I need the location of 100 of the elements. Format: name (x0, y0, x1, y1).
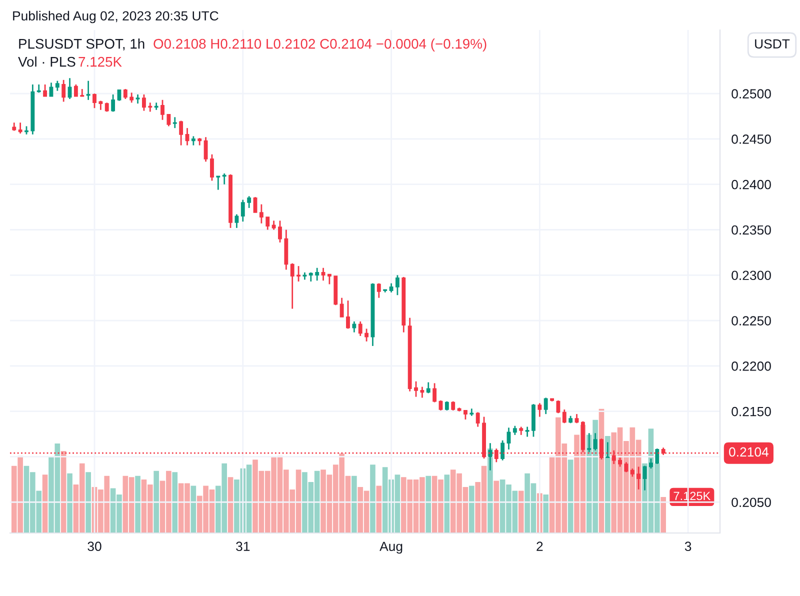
y-tick-label: 0.2050 (732, 498, 771, 508)
candlestick (240, 199, 245, 222)
candlestick (648, 458, 653, 470)
x-tick-label: 2 (536, 542, 543, 551)
y-tick-label: 0.2250 (732, 316, 771, 326)
candlestick (315, 267, 320, 282)
y-tick-label: 0.2450 (732, 134, 771, 144)
candlestick (179, 120, 184, 146)
y-tick-label: 0.2500 (732, 89, 771, 98)
bar (494, 480, 500, 533)
bar (376, 486, 382, 533)
candlestick (420, 386, 424, 398)
bar (444, 474, 450, 533)
bar (86, 472, 91, 533)
candlestick (117, 89, 122, 102)
candlestick (172, 116, 177, 129)
bar (468, 486, 474, 533)
candlestick (340, 297, 344, 318)
y-tick-label: 0.2200 (732, 362, 771, 371)
candlestick (389, 282, 394, 294)
bar (67, 473, 72, 533)
candlestick (426, 382, 430, 394)
candlestick (432, 382, 437, 403)
candlestick (272, 220, 276, 230)
candlestick (216, 175, 220, 190)
candlestick (395, 274, 400, 296)
candlestick (234, 214, 239, 229)
candlestick (62, 79, 66, 102)
candlestick (296, 265, 300, 282)
candlestick (191, 136, 196, 146)
y-tick-label: 0.2400 (732, 180, 771, 190)
candlestick (166, 114, 171, 127)
candlestick (308, 272, 313, 282)
candlestick (247, 195, 252, 209)
text: Published Aug 02, 2023 20:35 UTC (13, 10, 218, 24)
candlestick (74, 84, 78, 97)
candlestick (544, 397, 548, 415)
candlestick (222, 172, 226, 186)
candlestick (18, 122, 22, 134)
candlestick (525, 426, 530, 438)
candlestick (92, 92, 96, 109)
candlestick (290, 262, 294, 310)
y-tick-label: 0.2300 (732, 270, 771, 280)
candlestick (606, 442, 610, 458)
chart-title: Vol · PLS (18, 56, 76, 67)
candlestick (160, 99, 164, 121)
candlestick (624, 461, 628, 473)
candlestick (562, 408, 566, 424)
bar (135, 476, 140, 533)
candlestick (210, 154, 214, 182)
candlestick (123, 88, 128, 100)
candlestick (587, 432, 592, 453)
bar (190, 486, 196, 533)
candlestick (148, 102, 152, 112)
candlestick (278, 220, 282, 244)
bar (42, 474, 48, 533)
candlestick (55, 80, 60, 92)
candlestick (500, 440, 505, 462)
candlestick (538, 402, 542, 418)
candlestick (476, 412, 480, 428)
candlestick (80, 88, 84, 97)
bar (660, 496, 666, 533)
annotation: 7.125K (78, 56, 122, 67)
bar (228, 477, 234, 533)
x-tick-label: Aug (380, 542, 402, 554)
bar (172, 472, 178, 533)
candlestick (376, 282, 381, 299)
candlestick (618, 456, 622, 468)
text: PLSUSDT SPOT, 1h (19, 38, 144, 50)
candlestick (321, 267, 326, 282)
bar (370, 464, 376, 533)
candlestick (358, 320, 362, 337)
candlestick (327, 274, 332, 285)
y-axis-title: USDT (755, 39, 790, 49)
candlestick (451, 400, 456, 412)
x-tick-label: 30 (88, 542, 102, 552)
x-tick-label: 3 (684, 542, 692, 552)
candlestick (444, 400, 449, 412)
bar (154, 470, 159, 533)
candlestick (414, 380, 418, 398)
ref-line-label: 0.2104 (729, 447, 768, 457)
bar (352, 476, 357, 533)
bar (605, 436, 610, 533)
candlestick (512, 425, 517, 436)
candlestick (259, 204, 264, 224)
candlestick (438, 400, 443, 412)
annotation: O0.2108 H0.2110 L0.2102 C0.2104 −0.0004 (−0.19%) (154, 38, 486, 52)
candlestick (204, 136, 208, 162)
bar (426, 476, 432, 533)
candlestick (154, 102, 158, 111)
candlestick (86, 80, 90, 101)
bar (568, 460, 574, 533)
candlestick (364, 328, 369, 342)
candlestick (136, 94, 140, 104)
candlestick (593, 432, 598, 452)
candlestick (104, 102, 109, 112)
candlestick (464, 410, 468, 420)
candlestick (636, 466, 641, 490)
candlestick (43, 84, 47, 97)
candlestick (142, 94, 146, 112)
